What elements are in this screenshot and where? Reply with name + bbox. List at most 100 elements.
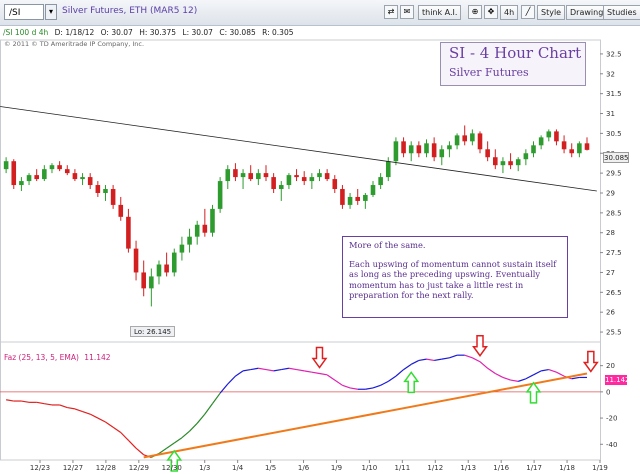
date-tick-label: 1/12 <box>427 464 443 472</box>
candle-body <box>385 161 391 178</box>
date-tick-label: 1/19 <box>592 464 608 472</box>
date-tick-label: 12/30 <box>162 464 182 472</box>
candle-body <box>439 149 445 158</box>
candle-body <box>447 145 452 150</box>
candle-body <box>248 173 253 180</box>
momentum-line-segment <box>372 384 381 389</box>
momentum-line-segment <box>105 421 114 428</box>
candle-body <box>256 173 261 180</box>
candle-body <box>363 194 368 201</box>
momentum-line-segment <box>403 363 412 371</box>
candle-body <box>294 175 299 178</box>
candle-body <box>561 141 567 150</box>
candle-body <box>233 169 238 178</box>
candle-body <box>156 264 162 277</box>
price-tick-label: 25.5 <box>606 329 622 337</box>
candle-body <box>317 173 322 178</box>
candle-body <box>149 276 154 289</box>
candle-body <box>408 145 414 154</box>
symbol-input[interactable]: /SI <box>4 4 44 20</box>
momentum-line-segment <box>510 379 519 382</box>
momentum-tick-label: -20 <box>606 415 617 423</box>
momentum-line-segment <box>158 447 167 454</box>
note-line-2: Each upswing of momentum cannot sustain … <box>349 258 557 301</box>
candle-body <box>57 165 62 170</box>
momentum-line-segment <box>525 374 534 380</box>
candle-body <box>202 224 208 233</box>
candle-body <box>42 169 47 180</box>
thinkai-button[interactable]: think A.I. <box>418 5 462 20</box>
candle-body <box>355 196 360 201</box>
momentum-line-segment <box>434 358 442 362</box>
studies-button[interactable]: Studies <box>603 5 640 20</box>
momentum-line-segment <box>296 368 305 372</box>
ohlc-info-bar: /SI 100 d 4h D: 1/18/12 O: 30.07 H: 30.3… <box>0 27 640 39</box>
date-tick-label: 1/11 <box>394 464 410 472</box>
momentum-line-segment <box>112 426 122 433</box>
momentum-line-segment <box>82 410 91 415</box>
price-trendline <box>0 106 597 192</box>
momentum-line-segment <box>89 413 99 419</box>
share-icon[interactable]: ✉ <box>400 5 414 19</box>
momentum-up-arrow <box>525 381 542 404</box>
momentum-line-segment <box>166 442 175 449</box>
symbol-dropdown-icon[interactable]: ▾ <box>45 4 57 20</box>
candle-body <box>126 216 131 249</box>
momentum-line-segment <box>487 367 496 375</box>
candle-body <box>515 159 521 166</box>
price-tick-label: 27 <box>606 269 615 277</box>
momentum-trendline <box>143 372 588 459</box>
info-open: O: 30.07 <box>100 28 133 37</box>
momentum-line-segment <box>281 367 290 371</box>
momentum-line-segment <box>502 376 511 381</box>
price-tick-label: 26 <box>606 309 615 317</box>
momentum-line-segment <box>227 375 236 385</box>
candle-body <box>217 181 223 209</box>
candle-body <box>546 131 552 138</box>
momentum-line-segment <box>21 400 30 403</box>
style-button[interactable]: Style <box>537 5 566 20</box>
momentum-line-segment <box>334 379 343 386</box>
candle-body <box>347 196 353 205</box>
pan-icon[interactable]: ✥ <box>484 5 498 19</box>
candle-body <box>87 177 93 186</box>
momentum-line-segment <box>426 358 435 362</box>
info-symbol-period: /SI 100 d 4h <box>3 28 49 37</box>
date-tick-label: 1/3 <box>199 464 210 472</box>
candle-body <box>584 143 590 150</box>
zoom-icon[interactable]: ⊕ <box>468 5 482 19</box>
date-tick-label: 12/29 <box>129 464 149 472</box>
link-icon[interactable]: ⇄ <box>384 5 398 19</box>
chart-title-box: SI - 4 Hour Chart Silver Futures <box>440 42 586 86</box>
price-tick-label: 30.5 <box>606 130 622 138</box>
candle-body <box>72 173 78 180</box>
candle-body <box>80 177 85 180</box>
momentum-up-arrow <box>403 371 420 394</box>
candle-body <box>401 141 406 154</box>
date-tick-label: 1/6 <box>298 464 310 472</box>
momentum-line-segment <box>326 374 336 381</box>
candle-body <box>49 165 55 170</box>
candle-body <box>278 185 284 190</box>
info-range: R: 0.305 <box>262 28 294 37</box>
info-date: D: 1/18/12 <box>54 28 95 37</box>
date-tick-label: 1/17 <box>526 464 542 472</box>
momentum-line-segment <box>204 403 213 415</box>
period-button[interactable]: 4h <box>500 5 519 20</box>
candle-body <box>470 133 475 142</box>
info-high: H: 30.375 <box>139 28 176 37</box>
momentum-line-segment <box>342 384 351 389</box>
candle-body <box>225 169 231 182</box>
date-tick-label: 1/16 <box>493 464 509 472</box>
price-tick-label: 29 <box>606 189 615 197</box>
momentum-line-segment <box>196 413 206 424</box>
draw-icon[interactable]: ╱ <box>521 5 535 19</box>
candle-body <box>110 189 116 205</box>
price-tick-label: 27.5 <box>606 249 622 257</box>
momentum-down-arrow <box>472 334 488 358</box>
candle-body <box>340 189 345 205</box>
momentum-line-segment <box>395 369 404 377</box>
momentum-down-arrow <box>582 350 599 373</box>
price-tick-label: 32 <box>606 70 615 78</box>
